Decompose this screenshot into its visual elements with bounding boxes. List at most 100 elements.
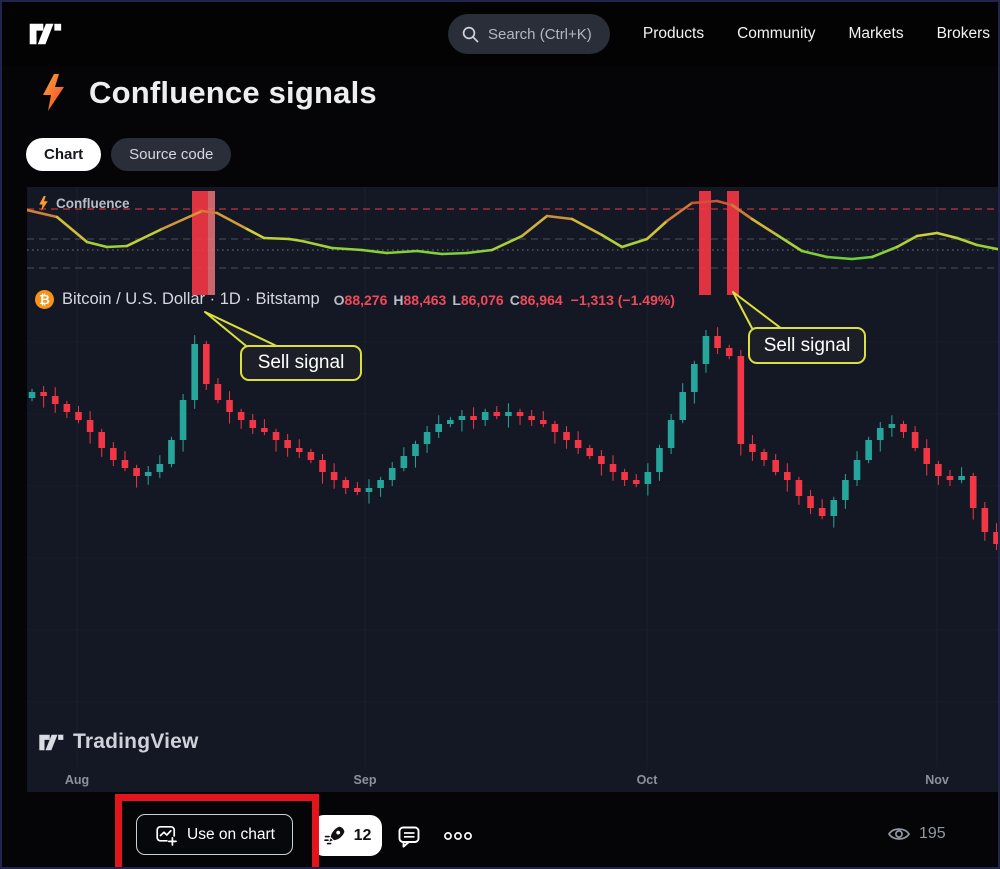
candle-body [528,416,535,420]
confluence-line-segment [490,234,524,252]
price-gridlines [27,341,998,703]
x-axis-label: Oct [637,773,659,787]
more-options-button[interactable] [442,830,474,845]
candle-body [865,440,872,460]
candle-body [923,448,931,464]
candle-body [667,420,675,448]
confluence-line-segment [415,249,444,256]
confluence-line-segment [55,215,89,244]
candle-body [481,412,489,420]
tradingview-logo[interactable] [28,19,62,54]
candle-body [133,468,140,476]
candle-body [295,448,303,452]
candle-body [993,532,998,544]
candle-body [842,480,849,500]
candle-body [493,412,501,416]
nav-item-community[interactable]: Community [737,25,816,42]
candle-body [458,416,466,420]
chart-panel[interactable]: Aug Sep Oct Nov Confluence ₿ Bitcoin / U.S.… [27,187,998,792]
confluence-line-segment [895,234,919,249]
confluence-line-segment [690,199,719,205]
candle-body [110,448,117,460]
candle-body [505,412,512,416]
symbol-legend[interactable]: ₿ Bitcoin / U.S. Dollar · 1D · Bitstamp … [35,290,675,309]
candle-body [888,424,896,428]
confluence-line-segment [245,227,266,240]
candle-body [656,448,663,472]
candle-body [319,460,326,472]
confluence-line-segment [730,203,754,221]
candle-body [400,456,408,468]
candle-body [516,412,524,416]
sell-signal-callout: Sell signal [240,345,362,381]
confluence-line-segment [975,243,998,251]
nav-item-markets[interactable]: Markets [848,25,904,42]
page-header: Confluence signals [40,74,377,111]
add-to-chart-icon [156,825,178,847]
confluence-line-segment [360,248,389,255]
candle-body [214,384,222,400]
comments-button[interactable] [395,823,423,854]
nav-item-brokers[interactable]: Brokers [936,25,990,42]
confluence-line-segment [287,237,304,243]
candle-body [272,432,280,440]
watermark-text: TradingView [73,730,199,753]
candle-body [958,476,965,480]
confluence-line-segment [440,251,469,256]
candle-body [563,432,570,440]
boost-button[interactable]: 12 [312,815,382,856]
candle-body [725,348,733,356]
ohlc-values: O88,276 H88,463 L86,076 C86,964 −1,313 (−1.4… [333,291,675,308]
candle-body [423,432,431,444]
lightning-icon [39,196,48,211]
confluence-line-segment [545,214,574,221]
x-axis-label: Nov [925,773,949,787]
candle-body [261,428,268,432]
boost-count: 12 [353,826,372,844]
eye-icon [888,828,910,840]
confluence-line-segment [200,209,219,215]
sell-signal-bar [699,191,711,295]
confluence-line-segment [85,240,109,249]
candle-body [784,472,791,480]
confluence-line-segment [465,248,494,255]
confluence-line-segment [775,233,804,253]
indicator-threshold-lines [27,208,998,269]
tab-source-code[interactable]: Source code [111,138,232,171]
search-input[interactable]: Search (Ctrl+K) [448,14,610,54]
confluence-line-segment [620,237,649,249]
confluence-line-segment [125,227,164,248]
indicator-name: Confluence [56,196,130,211]
indicator-legend[interactable]: Confluence [38,196,130,211]
candle-body [284,440,291,448]
confluence-line-segment [800,249,829,259]
candle-body [249,420,257,428]
candle-body [98,432,106,448]
candle-body [702,336,710,364]
confluence-line-segment [215,211,249,231]
candle-body [981,508,989,532]
comment-icon [398,826,420,848]
candle-body [551,424,559,432]
confluence-line-segment [385,249,419,255]
use-on-chart-button[interactable]: Use on chart [136,814,293,855]
nav-item-products[interactable]: Products [642,25,705,42]
callout-label: Sell signal [257,352,345,373]
candle-body [470,416,477,420]
sell-signal-bar [727,191,739,295]
candle-body [900,424,907,432]
confluence-line-segment [262,236,291,241]
symbol-title: Bitcoin / U.S. Dollar · 1D · Bitstamp [62,290,320,308]
confluence-line-segment [27,208,59,219]
candle-body [168,440,175,464]
candle-body [714,336,721,348]
page-title: Confluence signals [89,74,377,110]
candle-body [75,412,82,420]
candle-body [946,476,954,480]
candle-body [586,448,594,456]
callout-label: Sell signal [763,334,851,356]
tab-chart[interactable]: Chart [26,138,102,171]
candle-body [574,440,582,448]
sell-signal-bar [192,191,208,295]
candle-body [203,344,210,384]
